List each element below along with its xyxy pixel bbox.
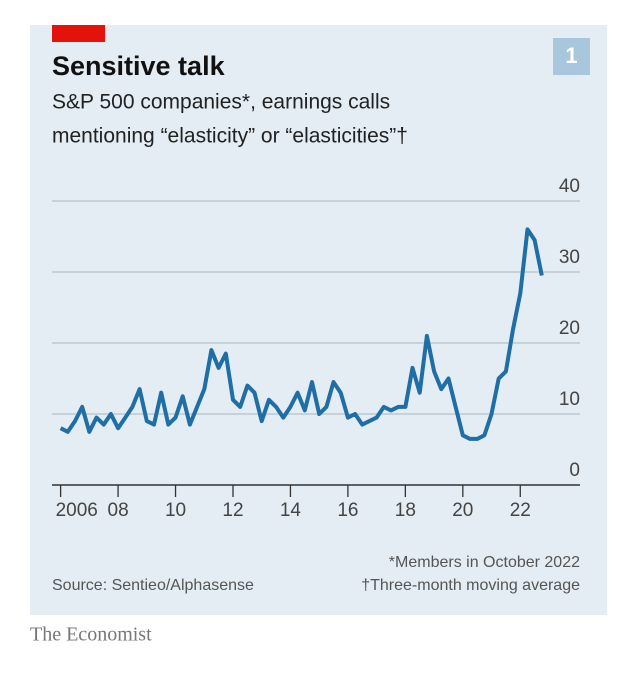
badge-box (553, 38, 590, 75)
x-tick-label: 12 (222, 500, 243, 521)
y-tick-label: 10 (559, 389, 580, 410)
y-tick-label: 20 (559, 318, 580, 339)
x-tick-label: 16 (337, 500, 358, 521)
x-tick-label: 2006 (56, 500, 98, 521)
panel (30, 25, 607, 615)
data-line (59, 227, 544, 441)
x-tick-label: 10 (165, 500, 186, 521)
y-tick-label: 40 (559, 176, 580, 197)
subtitle: S&P 500 companies*, earnings calls (52, 91, 390, 114)
source: Source: Sentieo/Alphasense (52, 577, 254, 594)
y-tick-label: 30 (559, 247, 580, 268)
red-tag (52, 25, 105, 42)
chart-title: Sensitive talk (52, 51, 226, 81)
x-tick-label: 18 (395, 500, 416, 521)
y-tick-label: 0 (569, 460, 580, 481)
x-tick-label: 22 (510, 500, 531, 521)
badge: 1 (565, 43, 577, 68)
note: †Three-month moving average (361, 577, 580, 594)
brand: The Economist (30, 624, 152, 646)
x-tick-label: 14 (280, 500, 302, 521)
x-tick-label: 20 (452, 500, 473, 521)
footnote: *Members in October 2022 (389, 554, 580, 571)
x-tick-label: 08 (108, 500, 129, 521)
subtitle: mentioning “elasticity” or “elasticities… (52, 125, 408, 148)
